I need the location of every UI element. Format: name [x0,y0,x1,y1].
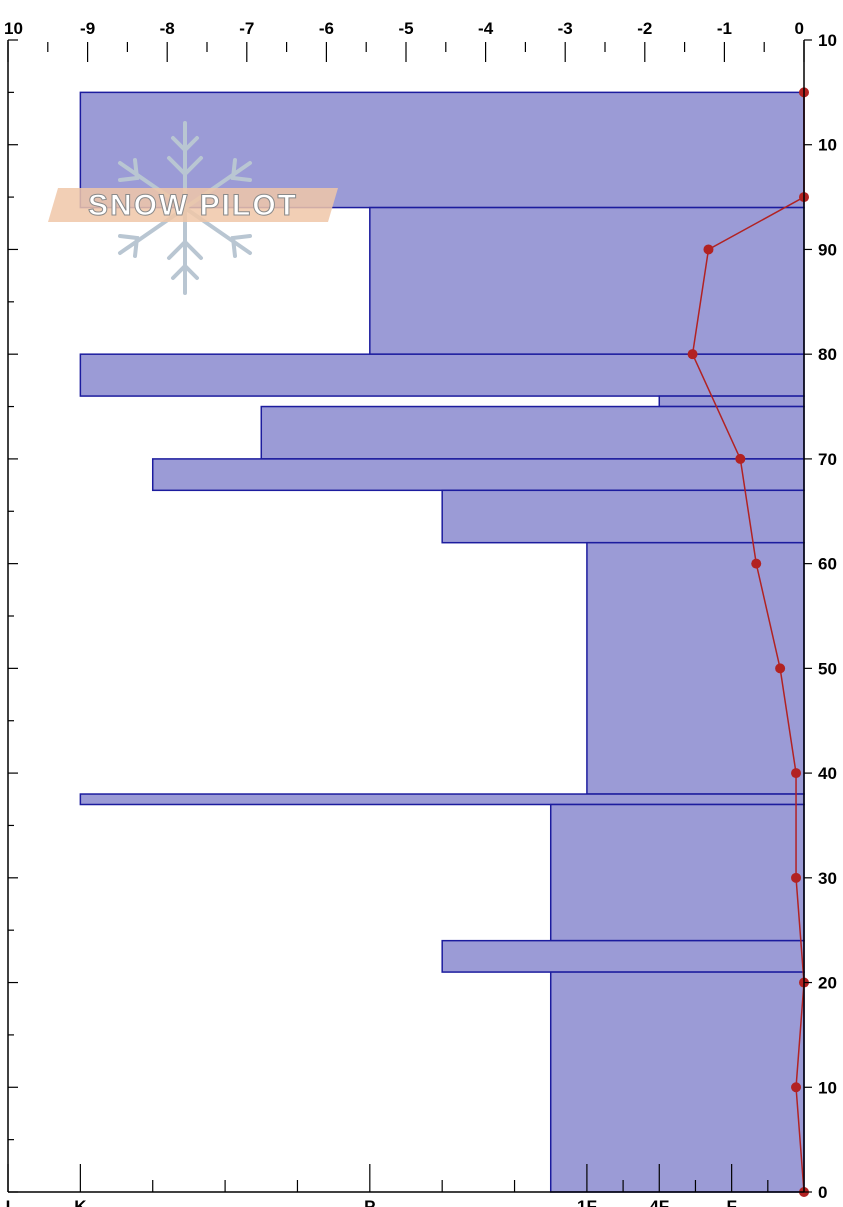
layer-bar [369,206,805,355]
watermark-logo: SNOW PILOT [48,188,338,223]
temperature-point [791,872,802,883]
top-tick-label: -9 [80,19,95,38]
bottom-tick-label: I [6,1197,11,1207]
right-tick-label: 80 [818,345,837,364]
layer-bar [586,541,805,795]
bottom-tick-label: P [364,1197,375,1207]
layer-bar [151,458,805,492]
layer-bar [260,405,805,460]
temperature-point [791,1082,802,1093]
layer-bars [79,91,805,1193]
right-tick-label: 20 [818,974,837,993]
temperature-point [751,558,762,569]
bottom-tick-label: 1F [577,1197,597,1207]
bottom-tick-label: 4F [649,1197,669,1207]
top-tick-label: -8 [160,19,175,38]
layer-bar [441,939,805,973]
right-tick-label: 10 [818,1078,837,1097]
top-tick-label: -5 [398,19,413,38]
bottom-tick-label: F [726,1197,736,1207]
temperature-point [703,244,714,255]
top-tick-label: 0 [795,19,804,38]
top-tick-label: -4 [478,19,494,38]
temperature-point [735,453,746,464]
temperature-line [691,92,805,1193]
right-tick-label: 30 [818,869,837,888]
right-tick-label: 0 [818,1183,827,1202]
temperature-point [775,663,786,674]
temperature-point [791,768,802,779]
layer-bar [79,793,805,806]
svg-text:SNOW PILOT: SNOW PILOT [88,189,298,222]
layer-bar [79,353,805,397]
right-tick-label: 60 [818,555,837,574]
right-tick-label: 10 [818,31,837,50]
right-tick-label: 70 [818,450,837,469]
layer-bar [549,971,805,1193]
layer-bar [441,489,805,544]
top-tick-label: 10 [4,19,23,38]
right-tick-label: 10 [818,136,837,155]
top-tick-label: -1 [717,19,732,38]
bottom-tick-label: K [74,1197,87,1207]
layer-bar [549,803,805,942]
layer-bar [658,395,805,408]
axes: 10 -9 -8 -7 -6 -5 -4 -3 -2 -1 0 0 10 20 30 40 50 60 70 80 90… [4,19,837,1207]
top-tick-label: -3 [558,19,573,38]
temperature-point [687,349,698,360]
top-tick-label: -7 [239,19,254,38]
right-tick-label: 40 [818,764,837,783]
top-tick-label: -6 [319,19,334,38]
top-tick-label: -2 [637,19,652,38]
right-tick-label: 50 [818,659,837,678]
right-tick-label: 90 [818,240,837,259]
